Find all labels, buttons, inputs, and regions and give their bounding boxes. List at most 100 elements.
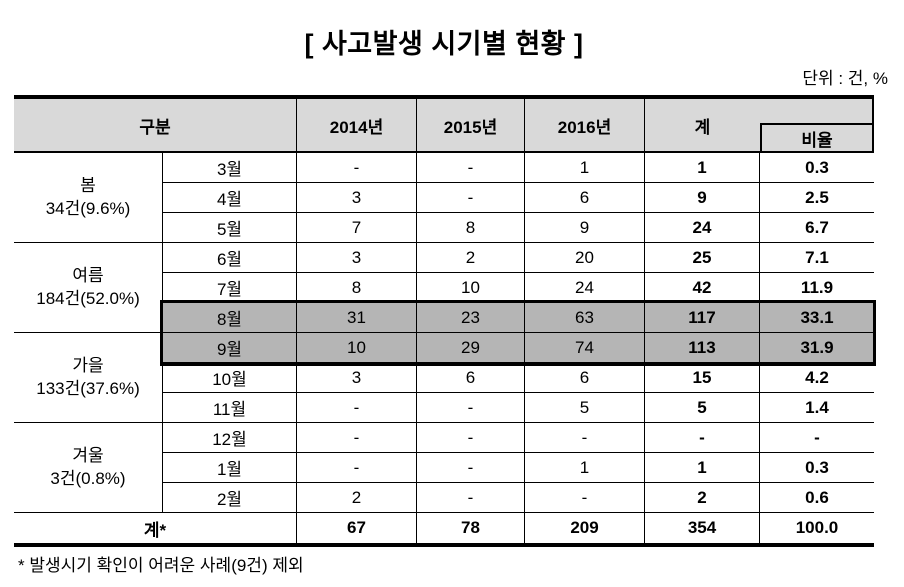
season-cell-autumn: 가을 133건(37.6%)	[14, 333, 163, 423]
season-name: 봄	[80, 176, 96, 196]
total-cell: 24	[645, 213, 760, 243]
value-cell: 23	[417, 303, 525, 333]
value-cell: 8	[417, 213, 525, 243]
value-cell: 6	[525, 363, 645, 393]
ratio-cell: 31.9	[760, 333, 874, 363]
month-cell: 11월	[163, 393, 297, 423]
month-cell-highlighted: 8월	[163, 303, 297, 333]
value-cell: 1	[525, 453, 645, 483]
value-cell: 1	[525, 153, 645, 183]
total-cell: 9	[645, 183, 760, 213]
total-row-value: 67	[297, 513, 417, 543]
ratio-cell: 4.2	[760, 363, 874, 393]
season-count: 133건(37.6%)	[36, 378, 140, 398]
value-cell: -	[525, 423, 645, 453]
ratio-cell: 0.6	[760, 483, 874, 513]
ratio-header-box: 비율	[760, 123, 872, 151]
ratio-cell: 1.4	[760, 393, 874, 423]
total-row-value: 209	[525, 513, 645, 543]
total-cell: 25	[645, 243, 760, 273]
header-cell-2014: 2014년	[297, 99, 417, 153]
month-cell-highlighted: 9월	[163, 333, 297, 363]
value-cell: -	[417, 153, 525, 183]
value-cell: -	[297, 393, 417, 423]
month-cell: 4월	[163, 183, 297, 213]
value-cell: 74	[525, 333, 645, 363]
value-cell: -	[525, 483, 645, 513]
month-cell: 6월	[163, 243, 297, 273]
unit-label: 단위 : 건, %	[802, 69, 888, 88]
season-count: 34건(9.6%)	[45, 198, 131, 218]
ratio-cell: 0.3	[760, 153, 874, 183]
month-cell: 7월	[163, 273, 297, 303]
season-name: 여름	[72, 266, 104, 286]
total-row-value: 354	[645, 513, 760, 543]
value-cell: 3	[297, 183, 417, 213]
ratio-cell: 2.5	[760, 183, 874, 213]
season-cell-spring: 봄 34건(9.6%)	[14, 153, 163, 243]
header-cell-gubun: 구분	[14, 99, 297, 153]
value-cell: 7	[297, 213, 417, 243]
ratio-cell: 11.9	[760, 273, 874, 303]
total-cell: 5	[645, 393, 760, 423]
month-cell: 10월	[163, 363, 297, 393]
month-cell: 2월	[163, 483, 297, 513]
value-cell: -	[297, 423, 417, 453]
total-row-value: 78	[417, 513, 525, 543]
total-cell: 15	[645, 363, 760, 393]
total-cell: 1	[645, 153, 760, 183]
value-cell: -	[417, 183, 525, 213]
ratio-cell: 33.1	[760, 303, 874, 333]
accident-period-table: 구분 2014년 2015년 2016년 계 비율 봄 34건(9.6%) 3월…	[14, 95, 876, 547]
value-cell: 20	[525, 243, 645, 273]
value-cell: 6	[417, 363, 525, 393]
total-row-label: 계*	[14, 513, 297, 543]
season-count: 3건(0.8%)	[50, 468, 126, 488]
total-cell: 1	[645, 453, 760, 483]
value-cell: -	[417, 423, 525, 453]
value-cell: 9	[525, 213, 645, 243]
season-name: 겨울	[72, 446, 104, 466]
value-cell: 3	[297, 243, 417, 273]
total-cell: -	[645, 423, 760, 453]
total-cell: 113	[645, 333, 760, 363]
ratio-cell: 0.3	[760, 453, 874, 483]
header-cell-2015: 2015년	[417, 99, 525, 153]
header-cell-ratio: 비율	[760, 99, 874, 153]
value-cell: -	[297, 453, 417, 483]
month-cell: 3월	[163, 153, 297, 183]
season-name: 가을	[72, 356, 104, 376]
value-cell: 8	[297, 273, 417, 303]
total-row-value: 100.0	[760, 513, 874, 543]
total-cell: 117	[645, 303, 760, 333]
value-cell: 31	[297, 303, 417, 333]
value-cell: 2	[417, 243, 525, 273]
header-cell-2016: 2016년	[525, 99, 645, 153]
value-cell: 10	[417, 273, 525, 303]
ratio-cell: 7.1	[760, 243, 874, 273]
value-cell: -	[417, 453, 525, 483]
season-count: 184건(52.0%)	[36, 288, 140, 308]
header-cell-total: 계	[645, 99, 760, 153]
total-cell: 2	[645, 483, 760, 513]
page-title: [ 사고발생 시기별 현황 ]	[304, 29, 584, 59]
ratio-cell: 6.7	[760, 213, 874, 243]
value-cell: 3	[297, 363, 417, 393]
value-cell: 63	[525, 303, 645, 333]
season-cell-summer: 여름 184건(52.0%)	[14, 243, 163, 333]
value-cell: -	[417, 483, 525, 513]
total-cell: 42	[645, 273, 760, 303]
value-cell: -	[297, 153, 417, 183]
value-cell: 2	[297, 483, 417, 513]
value-cell: 24	[525, 273, 645, 303]
value-cell: 10	[297, 333, 417, 363]
value-cell: 29	[417, 333, 525, 363]
value-cell: -	[417, 393, 525, 423]
month-cell: 12월	[163, 423, 297, 453]
footnote: * 발생시기 확인이 어려운 사례(9건) 제외	[18, 556, 304, 575]
ratio-cell: -	[760, 423, 874, 453]
value-cell: 6	[525, 183, 645, 213]
month-cell: 1월	[163, 453, 297, 483]
month-cell: 5월	[163, 213, 297, 243]
value-cell: 5	[525, 393, 645, 423]
